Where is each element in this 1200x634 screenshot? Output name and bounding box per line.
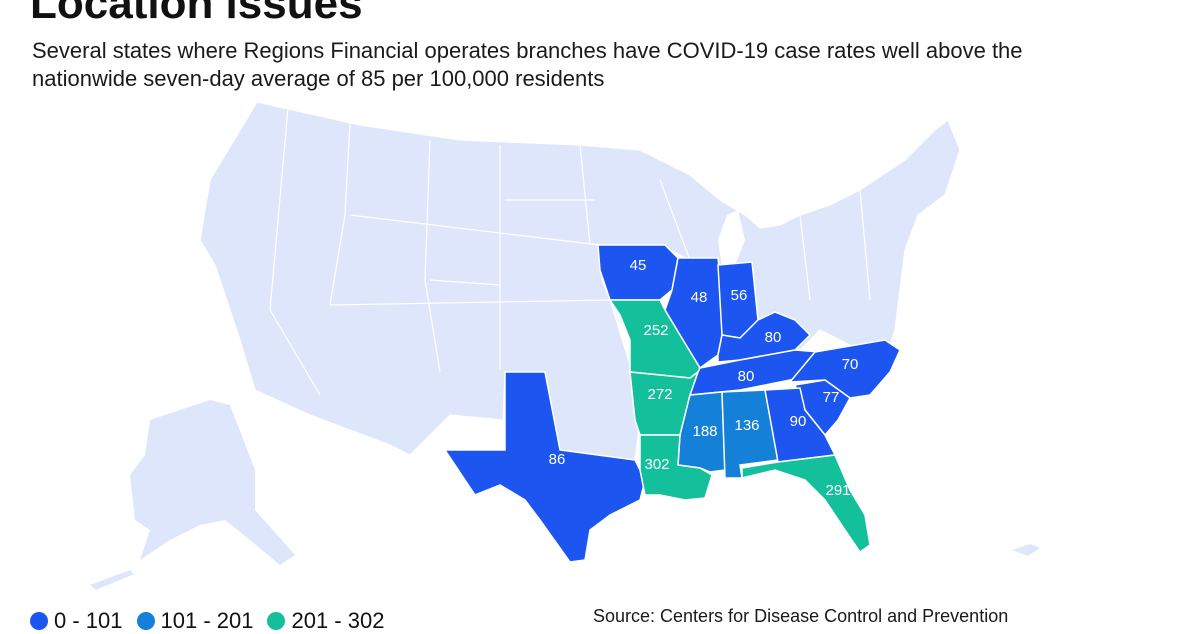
state-florida[interactable] [741, 454, 871, 554]
label-indiana: 56 [731, 287, 748, 304]
label-tennessee: 80 [738, 368, 755, 385]
label-texas: 86 [549, 451, 566, 468]
state-borders [269, 107, 871, 396]
alaska-base [130, 400, 295, 565]
legend-label-low: 0 - 101 [54, 608, 123, 633]
label-florida: 291 [825, 482, 850, 499]
label-arkansas: 272 [647, 386, 672, 403]
source-note: Source: Centers for Disease Control and … [593, 606, 1009, 626]
state-texas[interactable] [443, 371, 646, 563]
legend-item-high: 201 - 302 [267, 608, 384, 634]
label-iowa: 45 [630, 257, 647, 274]
legend-item-low: 0 - 101 [30, 608, 123, 634]
hawaii-base [1012, 544, 1040, 556]
aleutian-islands [90, 570, 134, 590]
state-north-carolina[interactable] [788, 339, 901, 399]
state-iowa[interactable] [597, 244, 679, 301]
label-north-carolina: 70 [842, 356, 859, 373]
lake-michigan [718, 210, 745, 268]
legend-label-mid: 101 - 201 [160, 608, 254, 633]
label-alabama: 136 [734, 417, 759, 434]
state-kentucky[interactable] [717, 311, 812, 363]
legend-label-high: 201 - 302 [291, 608, 385, 633]
legend-swatch-mid [136, 612, 155, 630]
label-illinois: 48 [691, 289, 708, 306]
label-louisiana: 302 [644, 456, 669, 473]
label-kentucky: 80 [765, 329, 782, 346]
label-mississippi: 188 [692, 423, 717, 440]
label-south-carolina: 77 [823, 389, 840, 406]
legend-swatch-high [267, 612, 286, 630]
legend-swatch-low [30, 612, 48, 630]
chart-title: Location issues [30, 0, 363, 28]
legend: 0 - 101 101 - 201 201 - 302 [30, 608, 384, 634]
label-georgia: 90 [790, 413, 807, 430]
state-labels: 45 48 56 80 252 80 70 272 77 86 188 136 … [549, 257, 859, 499]
state-louisiana[interactable] [639, 434, 713, 501]
label-missouri: 252 [643, 322, 668, 339]
chart-subtitle: Several states where Regions Financial o… [32, 38, 1023, 91]
legend-item-mid: 101 - 201 [136, 608, 254, 634]
